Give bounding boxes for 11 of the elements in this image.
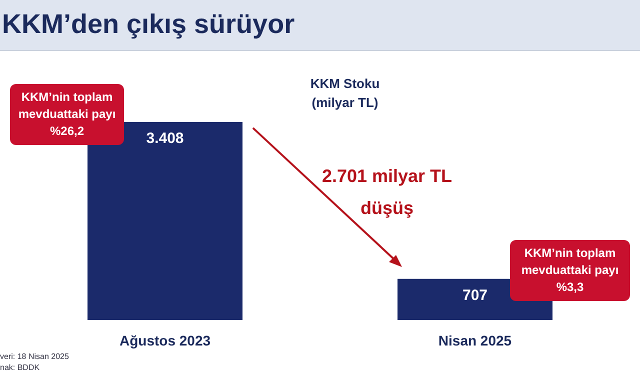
x-tick-label: Ağustos 2023 <box>119 332 211 348</box>
callout-box: KKM’nin toplam mevduattaki payı %26,2 <box>10 84 124 145</box>
chart-subtitle: KKM Stoku (milyar TL) <box>309 75 381 112</box>
text: nak: BDDK <box>0 363 40 372</box>
data-label: 707 <box>462 286 488 304</box>
data-label: 3.408 <box>146 130 184 147</box>
annotation: 2.701 milyar TL düşüş <box>320 165 454 220</box>
chart-title: KKM’den çıkış sürüyor <box>2 9 295 40</box>
x-tick-label: Nisan 2025 <box>438 332 512 348</box>
callout-box: KKM’nin toplam mevduattaki payı %3,3 <box>510 240 630 301</box>
text: veri: 18 Nisan 2025 <box>0 352 69 361</box>
